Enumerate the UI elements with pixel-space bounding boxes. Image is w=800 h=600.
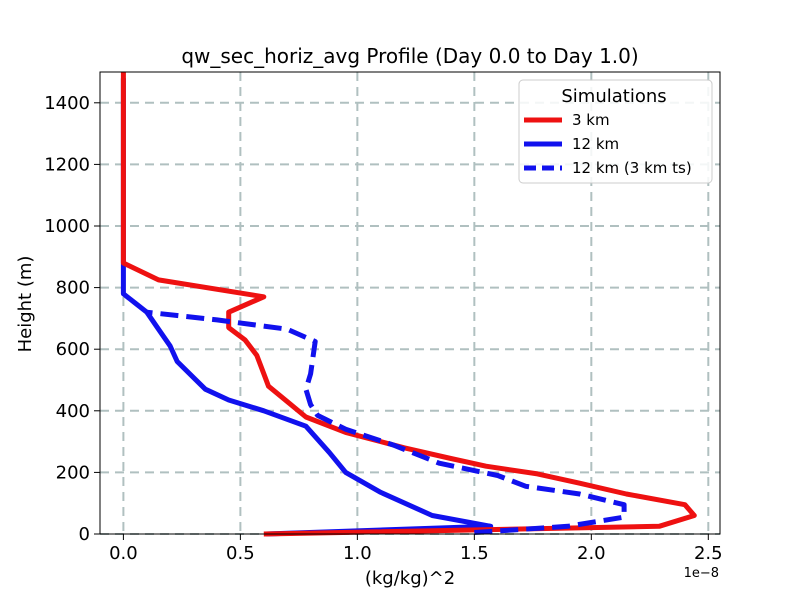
legend: Simulations 3 km 12 km 12 km (3 km ts) — [518, 79, 713, 184]
y-tick-label: 400 — [56, 401, 90, 422]
x-tick-label: 2.0 — [577, 543, 606, 564]
x-tick-label: 1.0 — [343, 543, 372, 564]
plot-area-frame — [99, 71, 721, 535]
y-tick-label: 600 — [56, 339, 90, 360]
x-axis-offset-label: 1e−8 — [684, 566, 719, 581]
y-axis: 0 200 400 600 800 1000 1200 1400 — [44, 93, 100, 545]
x-axis-label: (kg/kg)^2 — [365, 568, 455, 589]
x-axis: 0.0 0.5 1.0 1.5 2.0 2.5 — [109, 534, 723, 564]
series-line-12-km-3-km-ts — [146, 309, 627, 535]
legend-label: 12 km — [572, 135, 619, 153]
y-tick-label: 1000 — [44, 216, 90, 237]
y-tick-label: 1400 — [44, 93, 90, 114]
x-tick-label: 0.5 — [226, 543, 255, 564]
x-tick-label: 0.0 — [109, 543, 138, 564]
y-tick-label: 800 — [56, 278, 90, 299]
x-tick-label: 2.5 — [694, 543, 723, 564]
legend-label: 12 km (3 km ts) — [572, 159, 692, 177]
series-line-12-km — [120, 78, 494, 537]
chart-title: qw_sec_horiz_avg Profile (Day 0.0 to Day… — [181, 44, 638, 68]
legend-label: 3 km — [572, 111, 610, 129]
y-tick-label: 1200 — [44, 154, 90, 175]
y-tick-label: 200 — [56, 462, 90, 483]
y-axis-label: Height (m) — [15, 256, 36, 353]
series-line-3-km — [120, 72, 697, 537]
series-layer — [120, 72, 697, 537]
y-tick-label: 0 — [79, 524, 90, 545]
legend-title: Simulations — [561, 86, 666, 107]
x-tick-label: 1.5 — [460, 543, 489, 564]
legend-box — [518, 79, 713, 184]
